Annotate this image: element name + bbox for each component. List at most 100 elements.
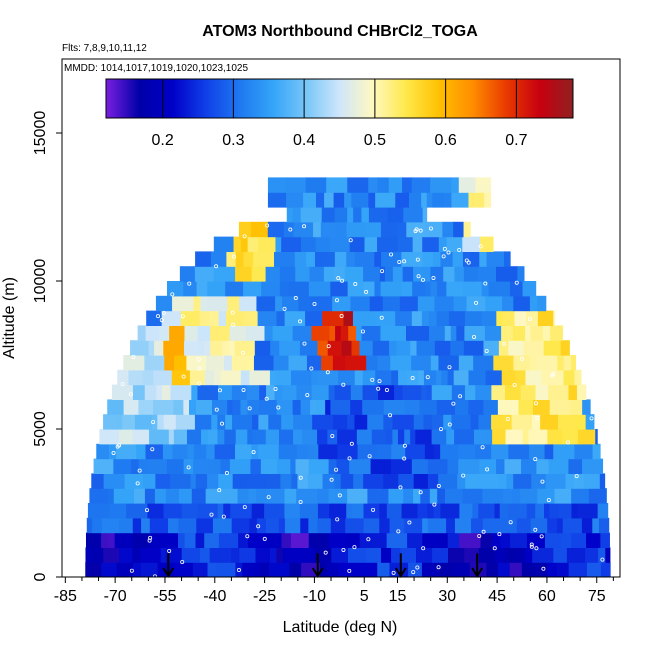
- sample-point: [353, 281, 358, 286]
- heatmap-cell: [412, 281, 426, 297]
- heatmap-cell: [413, 473, 429, 489]
- heatmap-cell: [463, 266, 479, 282]
- sample-point: [520, 356, 525, 361]
- sample-point: [305, 393, 310, 398]
- heatmap-cell: [443, 192, 452, 208]
- heatmap-cell: [334, 251, 347, 267]
- sample-point: [156, 314, 161, 319]
- heatmap-cell: [290, 369, 312, 386]
- heatmap-cell: [418, 369, 425, 386]
- heatmap-cell: [130, 340, 150, 356]
- heatmap-cell: [172, 443, 189, 460]
- heatmap-cell: [478, 503, 496, 519]
- y-tick-label: 0: [32, 572, 49, 581]
- sample-point: [402, 259, 407, 264]
- heatmap-cell: [352, 310, 375, 326]
- heatmap-cell: [336, 458, 350, 474]
- heatmap-cell: [195, 532, 205, 548]
- heatmap-cell: [598, 517, 610, 534]
- heatmap-cell: [314, 251, 328, 267]
- flight-arrow-head: [162, 567, 175, 578]
- heatmap-cell: [289, 562, 302, 577]
- heatmap-cell: [276, 399, 294, 415]
- heatmap-cell: [497, 399, 520, 415]
- heatmap-cell: [513, 473, 532, 489]
- heatmap-cell: [321, 355, 334, 371]
- sample-point: [339, 314, 344, 319]
- heatmap-cell: [421, 192, 428, 208]
- heatmap-cell: [576, 414, 587, 430]
- sample-point: [398, 485, 403, 490]
- heatmap-cell: [269, 369, 277, 386]
- heatmap-cell: [306, 251, 316, 267]
- heatmap-cell: [345, 355, 367, 371]
- heatmap-cell: [184, 340, 199, 356]
- heatmap-cell: [330, 517, 346, 534]
- flight-arrows: [162, 553, 484, 578]
- heatmap-cell: [132, 532, 150, 548]
- sample-point: [151, 420, 156, 425]
- sample-point: [170, 292, 175, 297]
- heatmap-cell: [494, 503, 501, 519]
- heatmap-cell: [146, 458, 168, 474]
- heatmap-cell: [363, 517, 380, 534]
- heatmap-cell: [420, 488, 431, 504]
- heatmap-cell: [441, 532, 449, 548]
- heatmap-cell: [495, 266, 518, 282]
- heatmap-cell: [220, 458, 231, 474]
- heatmap-cell: [446, 517, 456, 534]
- heatmap-cell: [347, 488, 369, 504]
- heatmap-cell: [194, 266, 215, 282]
- heatmap-cell: [210, 325, 231, 341]
- sample-point: [379, 315, 384, 320]
- heatmap-cell: [566, 547, 586, 563]
- sample-point: [236, 568, 241, 573]
- heatmap-cell: [232, 399, 242, 415]
- sample-point: [410, 376, 415, 381]
- sample-point: [161, 310, 166, 315]
- heatmap-cell: [196, 281, 208, 297]
- heatmap-cell: [265, 266, 281, 282]
- heatmap-cell: [416, 340, 436, 356]
- heatmap-cell: [492, 532, 501, 548]
- heatmap-cell: [592, 443, 601, 460]
- heatmap-cell: [549, 503, 561, 519]
- heatmap-cell: [503, 517, 518, 534]
- heatmap-cell: [367, 414, 384, 430]
- heatmap-cell: [173, 399, 184, 415]
- sample-point: [302, 224, 307, 229]
- flight-arrow-head: [311, 567, 324, 578]
- heatmap-cell: [308, 517, 319, 534]
- heatmap-cell: [285, 177, 307, 193]
- heatmap-cell: [293, 221, 314, 238]
- heatmap-cell: [392, 414, 415, 430]
- heatmap-cell: [248, 488, 257, 504]
- heatmap-cell: [585, 547, 599, 563]
- heatmap-cell: [274, 384, 284, 400]
- heatmap-cell: [508, 340, 524, 356]
- heatmap-cell: [350, 384, 364, 400]
- heatmap-cell: [218, 473, 234, 489]
- sample-point: [186, 465, 191, 470]
- heatmap-cell: [436, 281, 447, 297]
- heatmap-cell: [282, 384, 297, 400]
- heatmap-cell: [362, 384, 379, 400]
- heatmap-cell: [505, 429, 524, 445]
- heatmap-cell: [475, 443, 492, 460]
- heatmap-cell: [284, 517, 301, 534]
- heatmap-cell: [458, 177, 477, 193]
- heatmap-cell: [380, 281, 402, 297]
- heatmap-cell: [480, 236, 494, 252]
- heatmap-cell: [431, 414, 444, 430]
- heatmap-cell: [351, 503, 365, 519]
- heatmap-cell: [419, 399, 438, 415]
- heatmap-cell: [318, 443, 338, 460]
- heatmap-cell: [327, 429, 338, 445]
- heatmap-cell: [525, 325, 531, 341]
- heatmap-cell: [265, 429, 280, 445]
- heatmap-cell: [401, 503, 419, 519]
- heatmap-cell: [501, 369, 517, 386]
- heatmap-cell: [369, 295, 384, 312]
- heatmap-cell: [346, 221, 366, 238]
- heatmap-cell: [281, 295, 300, 312]
